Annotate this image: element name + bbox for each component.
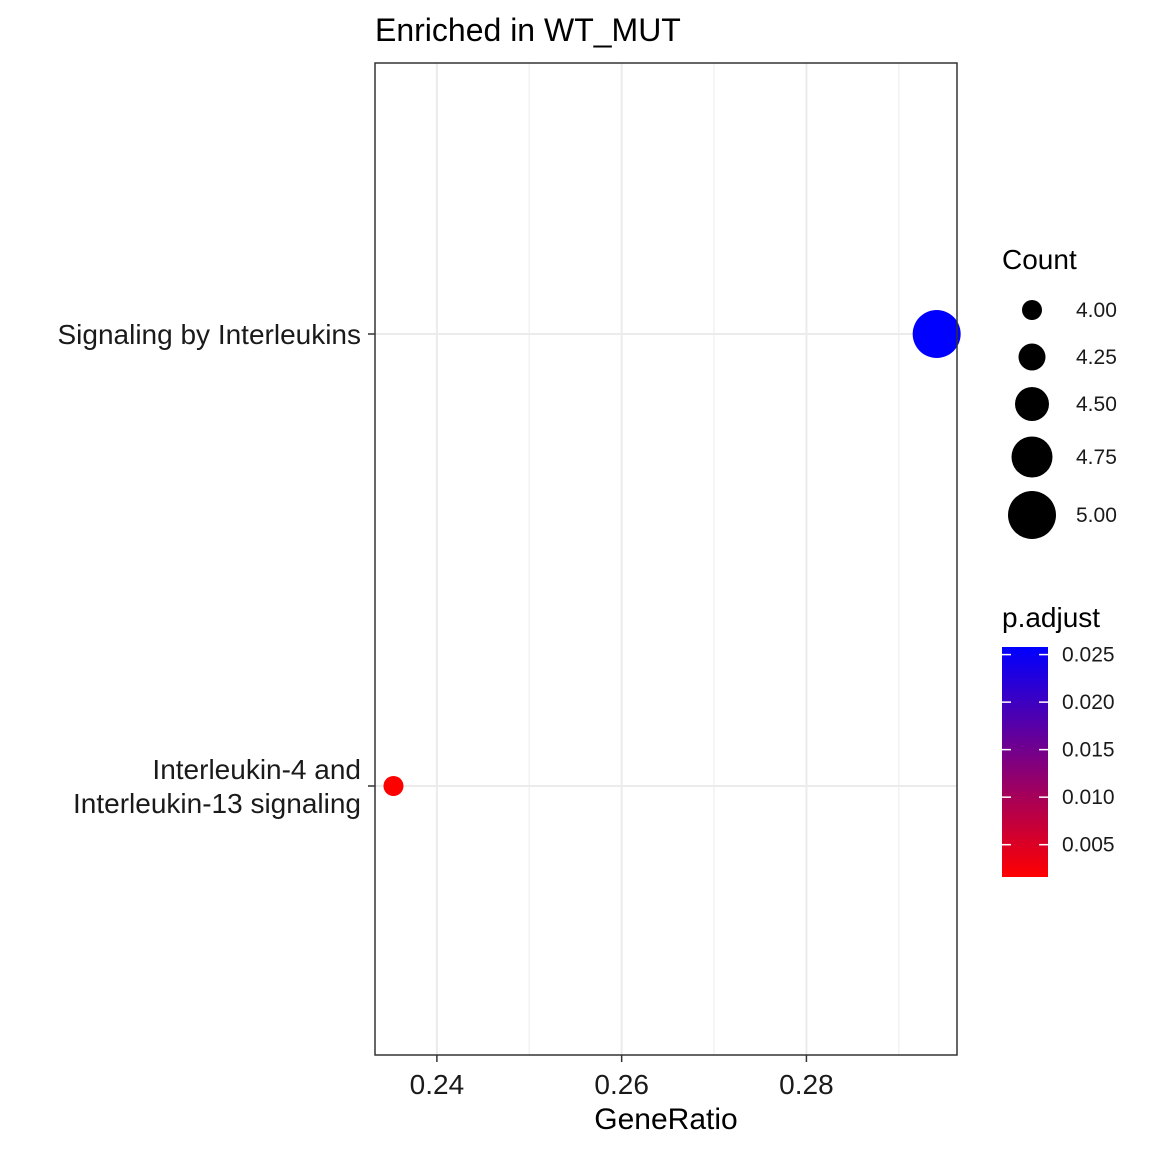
- data-point: [383, 776, 404, 796]
- size-key-dot: [1011, 436, 1053, 478]
- chart-title: Enriched in WT_MUT: [375, 12, 681, 48]
- color-key-label: 0.025: [1062, 644, 1115, 667]
- size-key-label: 5.00: [1076, 504, 1117, 527]
- size-key-dot: [1022, 300, 1042, 320]
- color-legend: p.adjust 0.005 0.010 0.015 0.020 0.025: [1002, 602, 1115, 877]
- x-axis: 0.24 0.26 0.28: [410, 1055, 834, 1100]
- color-key-label: 0.015: [1062, 739, 1115, 762]
- size-key-dot: [1018, 343, 1046, 371]
- x-tick-label: 0.28: [779, 1069, 834, 1100]
- size-legend-title: Count: [1002, 244, 1077, 275]
- panel-background: [375, 63, 957, 1055]
- color-key-label: 0.010: [1062, 786, 1115, 809]
- y-tick-label: Signaling by Interleukins: [57, 319, 361, 350]
- x-axis-label: GeneRatio: [594, 1103, 737, 1136]
- size-key-label: 4.25: [1076, 346, 1117, 369]
- color-key-label: 0.020: [1062, 691, 1115, 714]
- y-tick-label: Interleukin-4 and: [152, 754, 361, 785]
- plot-panel: [374, 62, 961, 1056]
- color-key-label: 0.005: [1062, 834, 1115, 857]
- size-key-dot: [1008, 491, 1056, 539]
- size-key-label: 4.00: [1076, 299, 1117, 322]
- color-bar: [1002, 647, 1048, 877]
- size-key-label: 4.50: [1076, 393, 1117, 416]
- size-legend: Count 4.00 4.25 4.50 4.75 5.00: [1002, 244, 1117, 539]
- color-legend-title: p.adjust: [1002, 602, 1100, 633]
- panel-border: [374, 62, 958, 1056]
- x-tick-label: 0.26: [594, 1069, 649, 1100]
- data-point: [912, 310, 961, 358]
- size-key-label: 4.75: [1076, 446, 1117, 469]
- size-key-dot: [1015, 387, 1049, 421]
- x-tick-label: 0.24: [410, 1069, 465, 1100]
- y-tick-label: Interleukin-13 signaling: [73, 788, 361, 819]
